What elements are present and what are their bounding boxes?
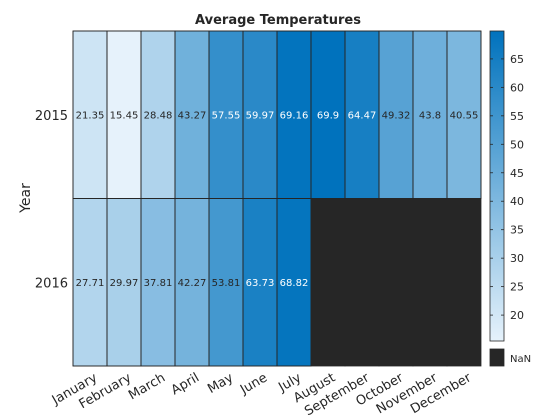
y-tick-labels: 2015 2016 bbox=[35, 109, 68, 292]
chart-title: Average Temperatures bbox=[195, 13, 361, 28]
cell-border bbox=[446, 30, 482, 199]
cell-value-label: 42.27 bbox=[178, 278, 207, 289]
cell-value-label: 40.55 bbox=[450, 110, 479, 121]
heatmap-cell bbox=[344, 198, 380, 367]
colorbar-tick-label: 40 bbox=[510, 195, 524, 208]
cell-value-label: 64.47 bbox=[348, 110, 377, 121]
nan-swatch bbox=[489, 348, 505, 367]
x-tick-label: April bbox=[169, 370, 202, 398]
nan-label: NaN bbox=[510, 354, 531, 365]
heatmap-cell bbox=[106, 30, 142, 199]
colorbar-gradient bbox=[489, 30, 505, 342]
x-tick-label: June bbox=[237, 370, 270, 398]
colorbar: 20 25 30 35 40 45 50 55 60 65 NaN bbox=[489, 30, 531, 367]
cell-value-label: 37.81 bbox=[144, 278, 173, 289]
cell-value-label: 29.97 bbox=[110, 278, 139, 289]
cell-value-label: 69.16 bbox=[280, 110, 309, 121]
heatmap-cell bbox=[412, 198, 448, 367]
cell-value-label: 59.97 bbox=[246, 110, 275, 121]
colorbar-tick-label: 30 bbox=[510, 252, 524, 265]
cell-value-label: 15.45 bbox=[110, 110, 139, 121]
heatmap-cell bbox=[378, 30, 414, 199]
cell-value-label: 43.8 bbox=[419, 110, 441, 121]
colorbar-tick-label: 55 bbox=[510, 110, 524, 123]
colorbar-tick-label: 60 bbox=[510, 81, 524, 94]
cell-value-label: 53.81 bbox=[212, 278, 241, 289]
cell-value-label: 28.48 bbox=[144, 110, 173, 121]
colorbar-tick-label: 50 bbox=[510, 138, 524, 151]
cell-value-label: 43.27 bbox=[178, 110, 207, 121]
heatmap-cell bbox=[310, 198, 346, 367]
heatmap-cell bbox=[174, 30, 210, 199]
y-tick-label: 2015 bbox=[35, 109, 68, 124]
cell-value-label: 21.35 bbox=[76, 110, 105, 121]
heatmap-cell bbox=[446, 30, 482, 199]
colorbar-tick-label: 20 bbox=[510, 309, 524, 322]
heatmap-cells: 21.35 15.45 28.48 43.27 57.55 59.97 69.16 69.9 6… bbox=[72, 30, 482, 367]
colorbar-tick-label: 25 bbox=[510, 281, 524, 294]
heatmap-cell bbox=[72, 30, 108, 199]
cell-value-label: 68.82 bbox=[280, 278, 309, 289]
heatmap-cell bbox=[378, 198, 414, 367]
y-axis-label: Year bbox=[18, 183, 34, 214]
x-tick-label: May bbox=[205, 370, 236, 397]
cell-value-label: 69.9 bbox=[317, 110, 339, 121]
cell-value-label: 63.73 bbox=[246, 278, 275, 289]
heatmap-cell bbox=[446, 198, 482, 367]
y-tick-label: 2016 bbox=[35, 276, 68, 291]
cell-value-label: 27.71 bbox=[76, 278, 105, 289]
colorbar-tick-label: 35 bbox=[510, 224, 524, 237]
x-tick-label: March bbox=[126, 370, 168, 403]
heatmap-cell bbox=[276, 198, 312, 367]
heatmap-cell bbox=[242, 30, 278, 199]
colorbar-tick-label: 65 bbox=[510, 53, 524, 66]
colorbar-tick-label: 45 bbox=[510, 167, 524, 180]
cell-border bbox=[276, 198, 312, 367]
cell-value-label: 49.32 bbox=[382, 110, 411, 121]
cell-value-label: 57.55 bbox=[212, 110, 241, 121]
